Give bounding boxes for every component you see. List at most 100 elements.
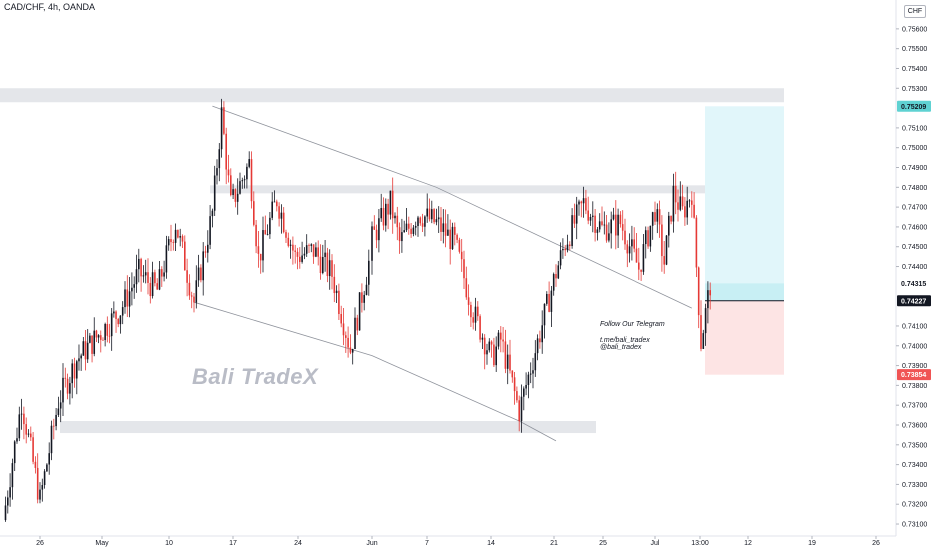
candle-up[interactable] [13,441,16,464]
candle-up[interactable] [243,179,246,181]
candle-down[interactable] [460,251,463,260]
candle-up[interactable] [536,338,539,354]
candle-up[interactable] [131,287,133,292]
candle-up[interactable] [368,260,370,285]
candle-down[interactable] [375,229,378,241]
candle-down[interactable] [615,214,617,236]
candle-up[interactable] [76,361,78,379]
candle-down[interactable] [73,363,76,379]
candle-down[interactable] [396,215,399,228]
candle-down[interactable] [619,214,622,225]
candle-down[interactable] [184,241,186,271]
candle-up[interactable] [9,487,11,498]
candle-up[interactable] [236,193,239,202]
candle-down[interactable] [294,250,296,252]
candle-down[interactable] [200,267,202,281]
candle-down[interactable] [640,269,642,272]
candle-up[interactable] [218,149,221,169]
candle-down[interactable] [317,247,319,257]
candle-down[interactable] [25,424,27,435]
candle-up[interactable] [401,232,403,242]
candle-up[interactable] [266,234,269,235]
candle-down[interactable] [36,467,39,500]
candle-up[interactable] [303,253,306,256]
candle-down[interactable] [331,260,333,277]
candle-down[interactable] [53,425,55,427]
candle-down[interactable] [493,344,495,366]
candle-up[interactable] [497,332,500,347]
last-price-tag[interactable]: 0.74315 [901,281,926,288]
candle-up[interactable] [301,255,303,262]
candle-up[interactable] [559,250,562,266]
candle-down[interactable] [421,223,424,227]
candle-down[interactable] [700,315,702,349]
candle-down[interactable] [697,267,700,316]
entry-price-tag[interactable]: 0.74227 [901,298,926,305]
candle-up[interactable] [220,107,223,150]
candle-down[interactable] [361,292,363,303]
candle-up[interactable] [631,239,633,247]
candle-down[interactable] [681,196,684,207]
candle-up[interactable] [651,212,654,226]
candle-up[interactable] [322,257,324,274]
candle-down[interactable] [193,296,195,303]
candle-up[interactable] [523,388,525,397]
candle-up[interactable] [202,251,204,281]
candle-up[interactable] [358,292,361,331]
candle-up[interactable] [289,244,292,246]
target-price-tag[interactable]: 0.75209 [901,104,926,111]
candle-up[interactable] [128,291,131,307]
candle-up[interactable] [529,373,532,375]
candle-up[interactable] [144,272,147,276]
candle-up[interactable] [656,209,659,222]
candle-up[interactable] [610,219,612,234]
candle-up[interactable] [121,307,124,316]
candle-up[interactable] [46,464,48,472]
candle-up[interactable] [546,293,548,304]
candle-up[interactable] [97,335,100,338]
candle-down[interactable] [684,206,686,218]
candle-up[interactable] [668,215,670,236]
candle-up[interactable] [167,239,170,246]
support-zone[interactable] [60,421,596,434]
lower-trendline[interactable] [193,301,557,442]
candle-up[interactable] [437,217,440,220]
candle-down[interactable] [709,290,711,296]
candle-down[interactable] [633,239,635,249]
candle-up[interactable] [424,216,426,227]
candle-down[interactable] [691,200,693,205]
candle-down[interactable] [387,203,389,215]
candle-up[interactable] [534,353,537,371]
candle-down[interactable] [276,201,278,207]
candle-down[interactable] [373,226,376,230]
candle-up[interactable] [315,247,317,257]
candle-up[interactable] [414,225,417,228]
candle-down[interactable] [587,210,589,221]
candle-up[interactable] [488,341,491,351]
candle-down[interactable] [663,256,665,265]
candle-up[interactable] [589,216,592,221]
candle-up[interactable] [598,221,601,230]
candle-up[interactable] [378,218,380,241]
mid-zone[interactable] [210,185,752,194]
candle-up[interactable] [165,245,168,273]
candle-down[interactable] [674,185,677,203]
candle-down[interactable] [433,209,435,223]
candle-up[interactable] [213,175,216,211]
candle-up[interactable] [707,290,709,309]
candle-down[interactable] [91,335,93,354]
candle-up[interactable] [310,244,313,246]
candle-up[interactable] [371,226,373,261]
candle-down[interactable] [693,204,695,218]
candle-down[interactable] [282,212,285,233]
candle-down[interactable] [147,272,149,283]
candle-up[interactable] [55,414,57,427]
candle-up[interactable] [617,214,619,236]
candle-up[interactable] [48,453,50,465]
candle-up[interactable] [603,224,606,226]
candle-up[interactable] [665,235,668,265]
candle-down[interactable] [635,248,638,263]
candle-down[interactable] [654,212,656,222]
candle-up[interactable] [142,275,145,277]
candle-up[interactable] [363,294,365,303]
